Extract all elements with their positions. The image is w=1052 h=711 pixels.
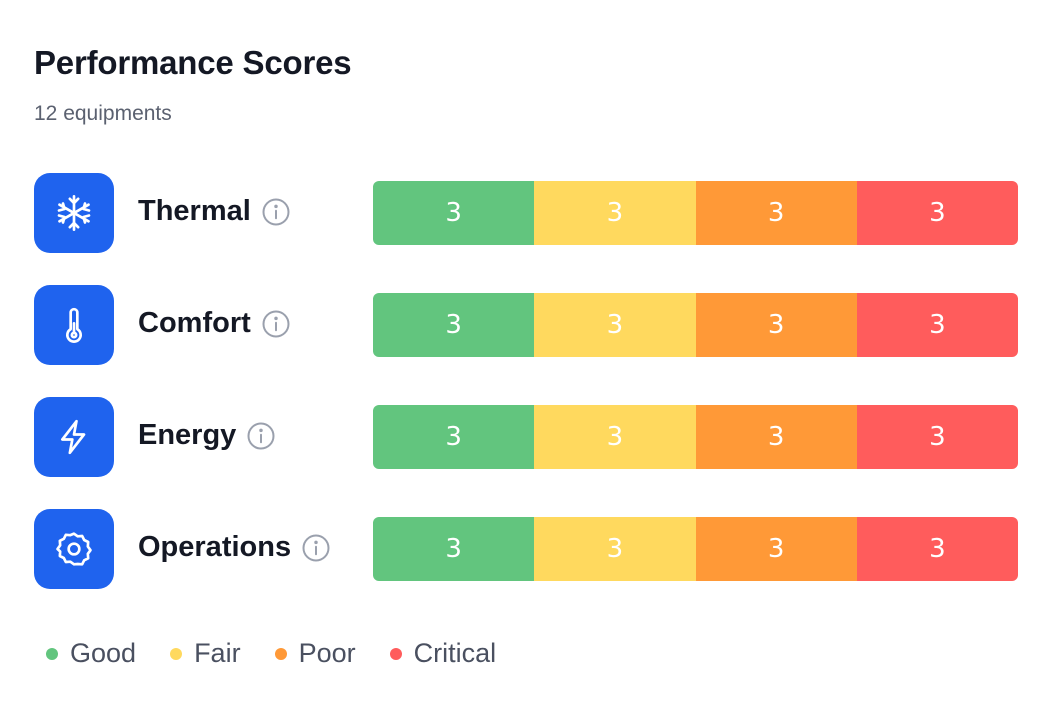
row-label-energy: Energy [138, 419, 237, 451]
segment-good[interactable]: 3 [373, 293, 535, 357]
legend-label-poor: Poor [298, 638, 356, 668]
segment-critical[interactable]: 3 [856, 293, 1018, 357]
segment-good[interactable]: 3 [373, 405, 535, 469]
legend-label-fair: Fair [194, 638, 241, 668]
legend-dot-poor [274, 647, 287, 660]
segment-fair[interactable]: 3 [534, 293, 696, 357]
segment-fair[interactable]: 3 [534, 517, 696, 581]
segment-poor[interactable]: 3 [695, 405, 857, 469]
equipment-count: 12 equipments [34, 102, 172, 125]
thermometer-icon [34, 285, 114, 365]
gear-icon [34, 509, 114, 589]
score-bar-operations: 3 3 3 3 [373, 517, 1018, 581]
info-icon[interactable] [261, 197, 291, 227]
segment-poor[interactable]: 3 [695, 181, 857, 245]
card-title: Performance Scores [34, 44, 352, 81]
score-bar-comfort: 3 3 3 3 [373, 293, 1018, 357]
segment-critical[interactable]: 3 [856, 181, 1018, 245]
legend-item-poor: Poor [274, 638, 356, 669]
legend-dot-fair [170, 647, 183, 660]
lightning-icon [34, 397, 114, 477]
row-label-operations: Operations [138, 531, 292, 563]
row-label-comfort: Comfort [138, 307, 251, 339]
info-icon[interactable] [246, 421, 276, 451]
legend-item-critical: Critical [389, 638, 497, 669]
legend-dot-good [46, 647, 58, 660]
legend-item-fair: Fair [170, 638, 241, 669]
segment-poor[interactable]: 3 [695, 293, 857, 357]
segment-good[interactable]: 3 [373, 181, 535, 245]
segment-poor[interactable]: 3 [695, 517, 857, 581]
score-row-comfort: Comfort 3 3 3 3 [34, 285, 1018, 365]
score-row-energy: Energy 3 3 3 3 [34, 397, 1018, 477]
legend-dot-critical [389, 647, 402, 660]
score-row-thermal: Thermal 3 3 3 3 [34, 173, 1018, 253]
score-row-operations: Operations 3 3 3 3 [34, 509, 1018, 589]
score-bar-energy: 3 3 3 3 [373, 405, 1018, 469]
info-icon[interactable] [261, 309, 291, 339]
legend: Good Fair Poor Critical [46, 638, 496, 669]
segment-fair[interactable]: 3 [534, 181, 696, 245]
score-bar-thermal: 3 3 3 3 [373, 181, 1018, 245]
legend-label-critical: Critical [413, 638, 497, 668]
info-icon[interactable] [301, 533, 331, 563]
snowflake-icon [34, 173, 114, 253]
row-label-thermal: Thermal [138, 195, 251, 227]
segment-critical[interactable]: 3 [856, 405, 1018, 469]
segment-critical[interactable]: 3 [856, 517, 1018, 581]
segment-good[interactable]: 3 [373, 517, 535, 581]
legend-item-good: Good [46, 638, 136, 669]
legend-label-good: Good [70, 638, 137, 668]
segment-fair[interactable]: 3 [534, 405, 696, 469]
